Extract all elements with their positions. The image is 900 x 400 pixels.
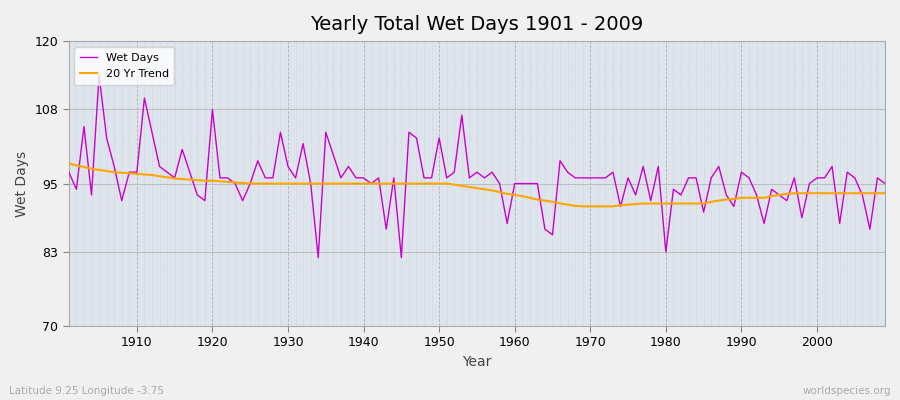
Line: Wet Days: Wet Days	[68, 75, 885, 258]
20 Yr Trend	[63, 161, 74, 166]
20 Yr Trend	[124, 171, 135, 176]
Text: worldspecies.org: worldspecies.org	[803, 386, 891, 396]
20 Yr Trend	[577, 204, 588, 209]
Wet Days	[298, 141, 309, 146]
Wet Days	[517, 181, 527, 186]
Wet Days	[313, 255, 324, 260]
20 Yr Trend	[336, 181, 346, 186]
Wet Days	[131, 170, 142, 174]
Title: Yearly Total Wet Days 1901 - 2009: Yearly Total Wet Days 1901 - 2009	[310, 15, 644, 34]
Wet Days	[63, 170, 74, 174]
Wet Days	[94, 73, 104, 78]
20 Yr Trend	[502, 192, 513, 196]
20 Yr Trend	[608, 204, 618, 209]
X-axis label: Year: Year	[463, 355, 491, 369]
Wet Days	[615, 204, 626, 209]
20 Yr Trend	[290, 181, 301, 186]
Line: 20 Yr Trend: 20 Yr Trend	[68, 164, 885, 206]
20 Yr Trend	[879, 191, 890, 196]
Legend: Wet Days, 20 Yr Trend: Wet Days, 20 Yr Trend	[75, 47, 175, 85]
Wet Days	[525, 181, 535, 186]
Wet Days	[879, 181, 890, 186]
Y-axis label: Wet Days: Wet Days	[15, 150, 29, 217]
Text: Latitude 9.25 Longitude -3.75: Latitude 9.25 Longitude -3.75	[9, 386, 164, 396]
20 Yr Trend	[509, 192, 520, 197]
Wet Days	[351, 176, 362, 180]
